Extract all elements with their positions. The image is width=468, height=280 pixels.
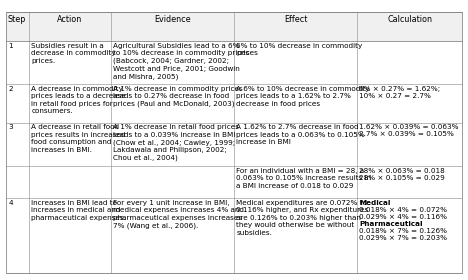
Text: Effect: Effect <box>284 15 307 24</box>
Text: Subsidies result in a
decrease in commodity
prices.: Subsidies result in a decrease in commod… <box>31 43 116 64</box>
Text: 0.018% × 7% = 0.126%: 0.018% × 7% = 0.126% <box>359 228 447 234</box>
Text: Increases in BMI lead to
increases in medical and
pharmaceutical expenses.: Increases in BMI lead to increases in me… <box>31 200 126 221</box>
Text: 3: 3 <box>8 124 13 130</box>
Text: 2.7% × 0.039% = 0.105%: 2.7% × 0.039% = 0.105% <box>359 132 454 137</box>
Text: Action: Action <box>57 15 82 24</box>
Text: A 1% decrease in commodity prices
leads to 0.27% decrease in food
prices (Paul a: A 1% decrease in commodity prices leads … <box>113 86 243 108</box>
Text: 10% × 0.27 = 2.7%: 10% × 0.27 = 2.7% <box>359 93 431 99</box>
Text: 4: 4 <box>8 200 13 206</box>
Text: 0.029% × 4% = 0.116%: 0.029% × 4% = 0.116% <box>359 214 447 220</box>
Text: A 1% decrease in retail food prices
leads to a 0.039% increase in BMI
(Chow et a: A 1% decrease in retail food prices lead… <box>113 124 239 161</box>
Text: For every 1 unit increase in BMI,
medical expenses increases 4% and
pharmaceutic: For every 1 unit increase in BMI, medica… <box>113 200 244 228</box>
Text: 1: 1 <box>8 43 13 48</box>
Text: A 1.62% to 2.7% decrease in food
prices leads to a 0.063% to 0.105%
increase in : A 1.62% to 2.7% decrease in food prices … <box>236 124 365 145</box>
Bar <box>6 13 462 41</box>
Text: Step: Step <box>7 15 26 24</box>
Text: Medical: Medical <box>359 200 391 206</box>
Text: 1.62% × 0.039% = 0.063%: 1.62% × 0.039% = 0.063% <box>359 124 459 130</box>
Text: Evidence: Evidence <box>154 15 191 24</box>
Text: 2: 2 <box>8 86 13 92</box>
Text: A 6% to 10% decrease in commodity
prices leads to a 1.62% to 2.7%
decrease in fo: A 6% to 10% decrease in commodity prices… <box>236 86 370 107</box>
Text: A decrease in retail food
prices results in increased
food consumption and
incre: A decrease in retail food prices results… <box>31 124 126 153</box>
Text: Medical expenditures are 0.072% to
0.116% higher, and Rx expenditures
are 0.126%: Medical expenditures are 0.072% to 0.116… <box>236 200 369 235</box>
Text: 0.029% × 7% = 0.203%: 0.029% × 7% = 0.203% <box>359 235 447 241</box>
Text: Calculation: Calculation <box>387 15 432 24</box>
Text: Pharmaceutical: Pharmaceutical <box>359 221 423 227</box>
Text: A decrease in commodity
prices leads to a decrease
in retail food prices for
con: A decrease in commodity prices leads to … <box>31 86 126 115</box>
Text: 28% × 0.105% = 0.029: 28% × 0.105% = 0.029 <box>359 175 445 181</box>
Text: For an individual with a BMI = 28, a
0.063% to 0.105% increase results in
a BMI : For an individual with a BMI = 28, a 0.0… <box>236 168 372 189</box>
Text: 28% × 0.063% = 0.018: 28% × 0.063% = 0.018 <box>359 168 445 174</box>
Text: Agricultural Subsidies lead to a 6%
to 10% decrease in commodity prices
(Babcock: Agricultural Subsidies lead to a 6% to 1… <box>113 43 250 80</box>
Text: 6% × 0.27% = 1.62%;: 6% × 0.27% = 1.62%; <box>359 86 440 92</box>
Text: 6% to 10% decrease in commodity
prices: 6% to 10% decrease in commodity prices <box>236 43 363 56</box>
Text: 0.018% × 4% = 0.072%: 0.018% × 4% = 0.072% <box>359 207 447 213</box>
